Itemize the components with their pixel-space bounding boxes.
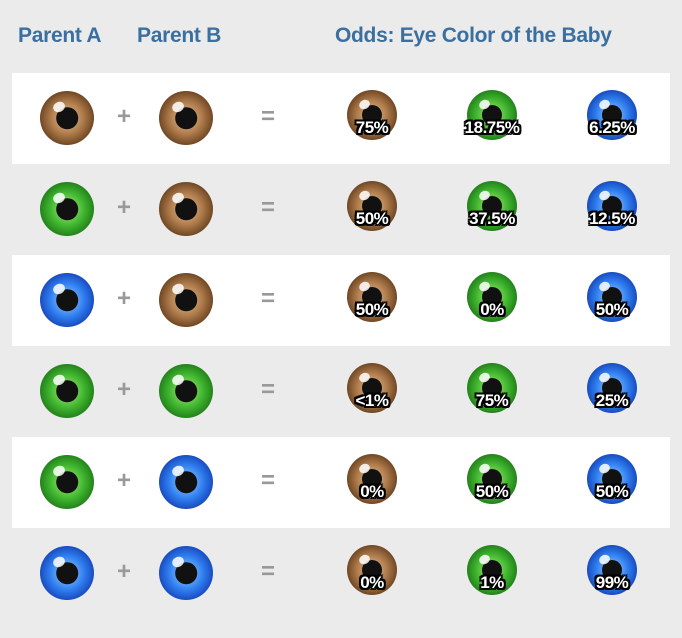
odds-label: 50% <box>595 482 629 501</box>
parent-a-eye-icon <box>40 91 94 145</box>
odds-label: 0% <box>360 573 384 592</box>
equals-sign: = <box>261 467 276 494</box>
brown-eye-odds-icon: 50% <box>347 272 397 322</box>
green-eye-odds-icon: 18.75% <box>464 90 520 140</box>
odds-label: 50% <box>475 482 509 501</box>
odds-label: 75% <box>355 118 389 137</box>
blue-eye-odds-icon: 99% <box>587 545 637 595</box>
odds-label: 50% <box>595 300 629 319</box>
parent-b-eye-icon <box>159 364 213 418</box>
blue-eye-odds-icon: 6.25% <box>587 90 637 140</box>
odds-label: 0% <box>360 482 384 501</box>
parent-a-eye-icon <box>40 273 94 327</box>
header: Parent A Parent B Odds: Eye Color of the… <box>0 0 682 70</box>
odds-label: 50% <box>355 209 389 228</box>
odds-label: 75% <box>475 391 509 410</box>
parent-b-eye-icon <box>159 182 213 236</box>
odds-label: 1% <box>480 573 504 592</box>
odds-heading: Odds: Eye Color of the Baby <box>335 24 612 47</box>
green-eye-odds-icon: 0% <box>467 272 517 322</box>
brown-eye-odds-icon: 75% <box>347 90 397 140</box>
equals-sign: = <box>261 558 276 585</box>
combination-row: + = 0% 1% 99% <box>12 528 670 619</box>
green-eye-odds-icon: 37.5% <box>467 181 517 231</box>
brown-eye-odds-icon: <1% <box>347 363 397 413</box>
odds-label: 12.5% <box>589 209 635 228</box>
parent-b-eye-icon <box>159 455 213 509</box>
blue-eye-odds-icon: 12.5% <box>587 181 637 231</box>
equals-sign: = <box>261 103 276 130</box>
parent-b-eye-icon <box>159 91 213 145</box>
equals-sign: = <box>261 194 276 221</box>
brown-eye-odds-icon: 50% <box>347 181 397 231</box>
green-eye-odds-icon: 1% <box>467 545 517 595</box>
equals-sign: = <box>261 285 276 312</box>
equals-sign: = <box>261 376 276 403</box>
parent-b-eye-icon <box>159 273 213 327</box>
green-eye-odds-icon: 50% <box>467 454 517 504</box>
parent-a-heading: Parent A <box>18 24 102 47</box>
parent-b-eye-icon <box>159 546 213 600</box>
odds-label: 50% <box>355 300 389 319</box>
green-eye-odds-icon: 75% <box>467 363 517 413</box>
combination-rows: + = 75% 18.75% 6.25% + = 50% 37.5% 12.5%… <box>12 73 670 619</box>
blue-eye-odds-icon: 50% <box>587 454 637 504</box>
parent-b-heading: Parent B <box>137 24 221 47</box>
odds-label: <1% <box>355 391 390 410</box>
combination-row: + = 75% 18.75% 6.25% <box>12 73 670 164</box>
combination-row: + = <1% 75% 25% <box>12 346 670 437</box>
plus-sign: + <box>117 376 132 403</box>
plus-sign: + <box>117 103 132 130</box>
plus-sign: + <box>117 467 132 494</box>
brown-eye-odds-icon: 0% <box>347 545 397 595</box>
parent-a-eye-icon <box>40 455 94 509</box>
odds-label: 99% <box>595 573 629 592</box>
blue-eye-odds-icon: 50% <box>587 272 637 322</box>
odds-label: 25% <box>595 391 629 410</box>
combination-row: + = 0% 50% 50% <box>12 437 670 528</box>
blue-eye-odds-icon: 25% <box>587 363 637 413</box>
parent-a-eye-icon <box>40 182 94 236</box>
odds-label: 0% <box>480 300 504 319</box>
brown-eye-odds-icon: 0% <box>347 454 397 504</box>
odds-label: 18.75% <box>464 118 520 137</box>
parent-a-eye-icon <box>40 364 94 418</box>
plus-sign: + <box>117 194 132 221</box>
odds-label: 37.5% <box>469 209 515 228</box>
combination-row: + = 50% 37.5% 12.5% <box>12 164 670 255</box>
plus-sign: + <box>117 558 132 585</box>
combination-row: + = 50% 0% 50% <box>12 255 670 346</box>
odds-label: 6.25% <box>589 118 635 137</box>
parent-a-eye-icon <box>40 546 94 600</box>
plus-sign: + <box>117 285 132 312</box>
